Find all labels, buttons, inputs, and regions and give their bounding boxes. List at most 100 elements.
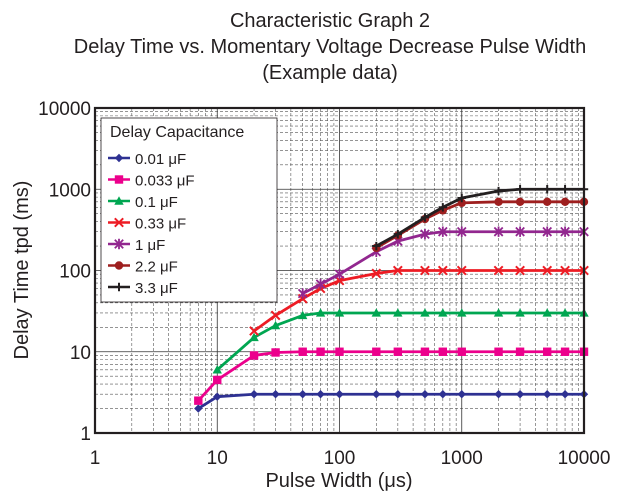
y-tick-label: 100 [59,262,91,283]
data-point [271,348,280,357]
x-tick-label: 10 [207,448,228,469]
legend-marker [114,261,124,270]
y-tick-label: 10 [70,343,91,364]
data-point [515,197,525,207]
data-point [194,404,203,413]
data-point [316,347,325,356]
legend-item: 3.3 μF [108,280,178,297]
data-point [457,347,466,356]
series-1 [194,390,589,413]
data-point [515,226,525,237]
series-line [374,187,586,248]
data-point [438,203,448,212]
legend-marker [114,175,124,184]
legend-item: 0.33 μF [108,216,186,233]
x-tick-label: 100 [324,448,356,469]
data-point [493,308,504,317]
data-point [493,226,504,237]
data-point [372,347,381,356]
series-group [194,185,589,413]
data-point [212,365,222,374]
data-point [393,308,403,317]
data-point [542,185,552,194]
data-point [493,265,504,276]
y-tick-label: 10000 [38,99,91,120]
data-point [297,310,308,320]
data-point [249,332,259,342]
data-point [420,213,430,222]
data-point [515,347,525,356]
data-point [457,193,466,203]
data-point [542,390,552,399]
data-point [437,226,448,237]
data-point [372,241,381,251]
data-point [334,269,345,280]
data-point [456,226,467,237]
legend-marker [114,238,124,250]
data-point [249,390,259,399]
data-point [456,265,467,276]
legend-marker [114,282,124,292]
data-point [542,308,552,317]
data-point [194,396,203,405]
data-point [457,198,466,208]
data-point [315,278,326,290]
data-point [457,390,466,399]
data-point [494,390,503,399]
chart-title: Characteristic Graph 2 Delay Time vs. Mo… [74,10,586,84]
data-point [560,197,570,207]
data-point [393,347,403,356]
data-point [560,390,570,399]
data-point [515,308,525,317]
data-point [438,347,448,356]
legend-marker [114,153,124,163]
data-point [298,390,307,399]
data-point [371,268,382,279]
legend-label: 0.01 μF [135,151,186,168]
y-tick-label: 1 [80,424,91,445]
series-line [215,311,586,372]
data-point [335,390,344,399]
data-point [271,390,280,399]
data-point [542,265,553,276]
data-point [249,326,259,336]
data-point [420,390,430,399]
legend-label: 0.033 μF [135,173,195,190]
series-3 [212,308,589,374]
legend-item: 0.01 μF [108,151,186,168]
legend: Delay Capacitance 0.01 μF0.033 μF0.1 μF0… [100,117,278,303]
data-point [334,308,345,317]
legend-marker [114,217,124,228]
data-point [371,308,382,317]
data-point [560,185,570,194]
data-point [298,347,307,356]
series-5 [297,226,589,299]
data-point [335,347,344,356]
series-line [196,392,586,410]
data-point [494,186,503,196]
axis-ticks: 1 10 100 1000 10000 1 10 100 1000 10000 [38,99,610,469]
legend-label: 1 μF [135,237,165,254]
data-point [420,228,430,240]
data-point [515,390,525,399]
data-point [515,265,525,276]
data-point [438,390,448,399]
y-axis-title: Delay Time tpd (ms) [11,181,33,360]
y-tick-label: 1000 [49,180,91,201]
x-tick-label: 10000 [558,448,611,469]
legend-item: 0.1 μF [108,194,178,211]
legend-label: 2.2 μF [135,259,178,276]
legend-items: 0.01 μF 0.033 μF 0.1 μF 0.33 μF 1 μF 2.2 μF 3.… [108,151,195,297]
series-2 [194,347,589,405]
legend-item: 1 μF [108,237,165,254]
data-point [438,308,448,317]
x-tick-label: 1 [90,448,101,469]
data-point [315,308,326,317]
data-point [542,197,552,207]
series-line [374,200,586,250]
data-point [457,308,467,317]
x-tick-label: 1000 [441,448,483,469]
plot-frame [93,106,586,435]
data-point [437,265,448,276]
